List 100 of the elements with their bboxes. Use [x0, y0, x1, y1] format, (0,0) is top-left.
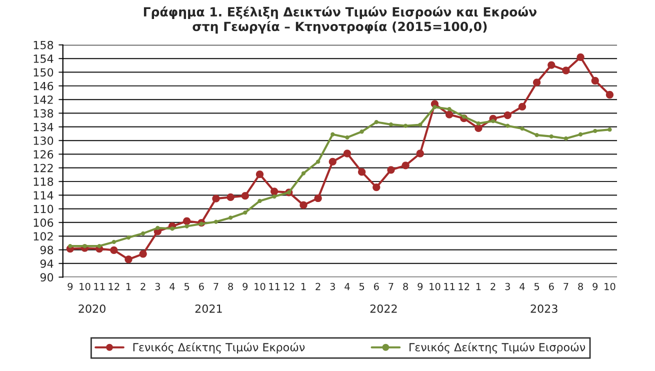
point: [139, 250, 147, 258]
point: [228, 216, 233, 220]
x-tick-label: 3: [155, 282, 160, 290]
point: [564, 136, 568, 141]
point: [593, 128, 598, 134]
y-tick-label: 114: [34, 191, 54, 200]
point: [184, 224, 189, 228]
point: [270, 188, 278, 196]
point: [141, 231, 146, 236]
legend-label: Γενικός Δείκτης Τιμών Εκροών: [133, 342, 305, 354]
x-tick-label: 8: [228, 282, 234, 290]
point: [387, 166, 395, 174]
y-tick-label: 110: [34, 204, 54, 214]
point: [606, 90, 614, 99]
y-tick-label: 122: [34, 164, 53, 172]
point: [578, 132, 583, 136]
point: [330, 132, 335, 136]
x-tick-label: 2: [490, 282, 496, 290]
point: [447, 107, 452, 112]
y-tick-label: 94: [40, 259, 54, 268]
point: [110, 246, 118, 254]
point: [474, 124, 482, 132]
point: [226, 193, 234, 202]
point: [343, 150, 352, 158]
y-tick-label: 118: [34, 177, 54, 186]
x-tick-label: 2: [316, 282, 320, 290]
point: [416, 150, 424, 158]
x-tick-label: 10: [604, 282, 616, 290]
x-tick-label: 11: [269, 282, 280, 290]
x-tick-label: 8: [403, 282, 408, 290]
point: [126, 235, 131, 240]
x-tick-label: 6: [199, 282, 204, 290]
point: [170, 226, 174, 231]
x-tick-label: 4: [344, 282, 350, 290]
point: [372, 183, 380, 192]
legend-label: Γενικός Δείκτης Τιμών Εισροών: [410, 342, 586, 354]
y-tick-label: 146: [34, 82, 54, 90]
x-tick-label: 11: [444, 282, 455, 290]
y-tick-label: 134: [34, 122, 54, 132]
x-tick-label: 3: [505, 282, 510, 290]
point: [520, 126, 524, 131]
point: [432, 104, 437, 110]
point: [549, 134, 554, 139]
x-tick-label: 10: [254, 282, 266, 290]
point: [490, 118, 496, 124]
y-tick-label: 142: [34, 96, 53, 104]
x-tick-label: 5: [359, 282, 364, 290]
x-tick-label: 12: [458, 282, 470, 290]
x-tick-label: 7: [388, 282, 394, 290]
y-tick-label: 138: [34, 109, 54, 118]
point: [360, 130, 364, 134]
y-tick-label: 150: [34, 68, 54, 77]
x-tick-label: 10: [80, 282, 90, 290]
point: [112, 240, 116, 244]
point: [576, 53, 584, 62]
point: [506, 124, 510, 128]
point: [243, 210, 248, 215]
x-tick-label: 12: [108, 282, 120, 290]
x-tick-label: 8: [578, 282, 583, 290]
y-tick-label: 130: [34, 136, 54, 145]
text: 2020: [78, 304, 106, 313]
point: [241, 192, 249, 200]
point: [445, 110, 454, 118]
point: [358, 168, 366, 176]
text: 2021: [195, 304, 222, 313]
point: [504, 111, 512, 120]
x-tick-label: 11: [94, 282, 105, 290]
y-tick-label: 106: [34, 218, 54, 227]
point: [183, 217, 191, 225]
x-tick-label: 5: [534, 282, 540, 290]
point: [591, 76, 599, 85]
point: [124, 256, 132, 264]
point: [374, 120, 378, 124]
point: [256, 170, 264, 178]
text: 2023: [530, 304, 558, 313]
point: [403, 124, 408, 128]
y-tick-label: 154: [34, 54, 54, 63]
point: [388, 122, 394, 127]
x-tick-label: 7: [214, 282, 218, 290]
x-tick-label: 3: [330, 282, 335, 290]
point: [418, 122, 422, 127]
point: [402, 162, 410, 170]
x-tick-label: 1: [301, 282, 306, 290]
x-tick-label: 9: [418, 282, 423, 290]
point: [562, 66, 570, 74]
point: [82, 244, 87, 248]
x-tick-label: 9: [242, 282, 248, 290]
y-tick-label: 90: [40, 273, 54, 282]
x-tick-label: 1: [126, 282, 131, 290]
point: [300, 201, 308, 209]
point: [258, 198, 262, 204]
point: [608, 128, 612, 132]
text: 2022: [370, 304, 397, 313]
x-tick-label: 9: [68, 282, 73, 290]
point: [272, 194, 276, 199]
x-tick-label: 5: [184, 282, 190, 290]
y-tick-label: 98: [40, 246, 54, 254]
point: [534, 132, 539, 138]
x-tick-label: 4: [520, 282, 525, 290]
y-tick-label: 102: [34, 232, 53, 241]
